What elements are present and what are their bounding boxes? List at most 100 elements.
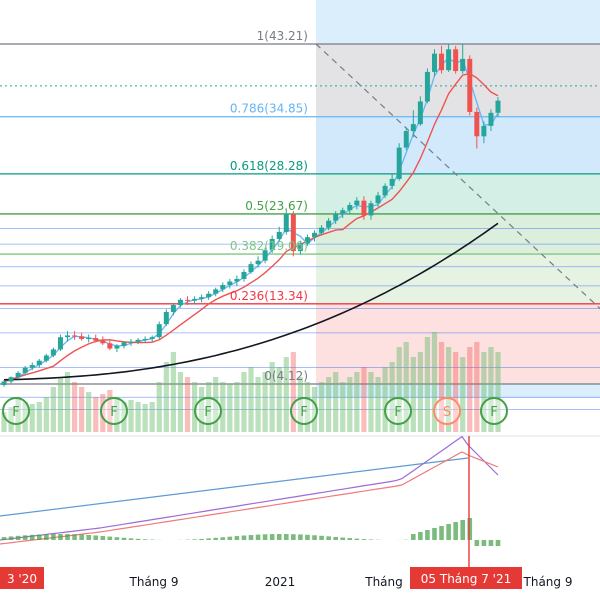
x-tick-label: Tháng 9 (129, 575, 179, 589)
volume-bar (128, 400, 133, 432)
histogram-bar (425, 530, 430, 540)
volume-bar (326, 377, 331, 432)
candle-body (234, 279, 239, 282)
candle-body (418, 101, 423, 124)
candle-body (467, 59, 472, 112)
histogram-bar (256, 535, 261, 540)
candle-body (411, 124, 416, 131)
volume-bar (347, 377, 352, 432)
histogram-bar (101, 536, 106, 540)
candle-body (383, 186, 388, 196)
signal-marker-label: F (490, 405, 497, 420)
candle-body (340, 210, 345, 213)
signal-marker-label: F (110, 405, 117, 420)
candle-body (37, 361, 42, 365)
candle-body (397, 148, 402, 179)
candle-body (326, 221, 331, 228)
volume-bar (185, 377, 190, 432)
signal-marker-label: S (443, 405, 451, 420)
fib-zone-0.5 (316, 214, 600, 254)
candle-body (58, 337, 63, 349)
volume-bar (248, 367, 253, 432)
volume-bar (340, 382, 345, 432)
fib-label-0.382: 0.382(19.06) (230, 239, 308, 253)
indicator-line-purple (0, 437, 498, 540)
volume-bar (460, 357, 465, 432)
volume-bar (135, 402, 140, 432)
candle-body (376, 195, 381, 203)
volume-bar (143, 404, 148, 432)
histogram-bar (58, 534, 63, 540)
histogram-bar (482, 540, 487, 546)
histogram-bar (305, 535, 310, 540)
candle-body (439, 54, 444, 71)
candle-body (361, 201, 366, 216)
volume-bar (72, 382, 77, 432)
histogram-bar (411, 534, 416, 540)
candle-body (185, 300, 190, 301)
histogram-bar (242, 536, 247, 540)
histogram-bar (44, 534, 49, 540)
histogram-bar (369, 539, 374, 540)
candle-body (164, 312, 169, 324)
fib-zone-0.618 (316, 174, 600, 214)
histogram-bar (340, 538, 345, 540)
histogram-bar (312, 535, 317, 540)
histogram-bar (9, 536, 14, 540)
volume-bar (51, 387, 56, 432)
histogram-bar (432, 528, 437, 540)
candle-body (51, 349, 56, 355)
candle-body (453, 49, 458, 71)
x-tick-label: 2021 (265, 575, 296, 589)
histogram-bar (355, 539, 360, 540)
candle-body (390, 179, 395, 186)
candle-body (496, 101, 501, 113)
candle-body (150, 337, 155, 339)
indicator-line-red (0, 452, 498, 544)
volume-bar (44, 397, 49, 432)
volume-bar (234, 382, 239, 432)
x-tick-label: Tháng (364, 575, 403, 589)
histogram-bar (192, 539, 197, 540)
candle-body (446, 49, 451, 70)
volume-bar (65, 372, 70, 432)
candle-body (481, 126, 486, 136)
candle-body (79, 336, 84, 339)
histogram-bar (446, 524, 451, 540)
histogram-bar (213, 538, 218, 540)
volume-bar (425, 337, 430, 432)
candle-body (241, 272, 246, 279)
fib-label-0.5: 0.5(23.67) (245, 199, 308, 213)
histogram-bar (86, 535, 91, 540)
candle-body (72, 335, 77, 336)
histogram-bar (362, 539, 367, 540)
fib-label-1: 1(43.21) (257, 29, 308, 43)
histogram-bar (291, 534, 296, 540)
volume-bar (333, 372, 338, 432)
volume-bar (79, 387, 84, 432)
histogram-bar (122, 538, 127, 540)
indicator-trendline (0, 458, 468, 516)
candle-body (199, 297, 204, 299)
histogram-bar (418, 532, 423, 540)
candle-body (129, 342, 134, 343)
candle-body (227, 282, 232, 285)
candle-body (30, 365, 35, 368)
histogram-bar (16, 536, 21, 540)
histogram-bar (496, 540, 501, 546)
histogram-bar (23, 535, 28, 540)
volume-bar (411, 357, 416, 432)
candle-body (178, 300, 183, 305)
histogram-bar (72, 534, 77, 540)
histogram-bar (51, 534, 56, 540)
volume-bar (227, 384, 232, 432)
volume-bar (418, 352, 423, 432)
volume-bar (368, 372, 373, 432)
left-date-badge-label: 3 '20 (7, 572, 37, 586)
candle-body (460, 59, 465, 71)
histogram-bar (467, 518, 472, 540)
signal-marker-label: F (12, 405, 19, 420)
signal-marker-label: F (300, 405, 307, 420)
